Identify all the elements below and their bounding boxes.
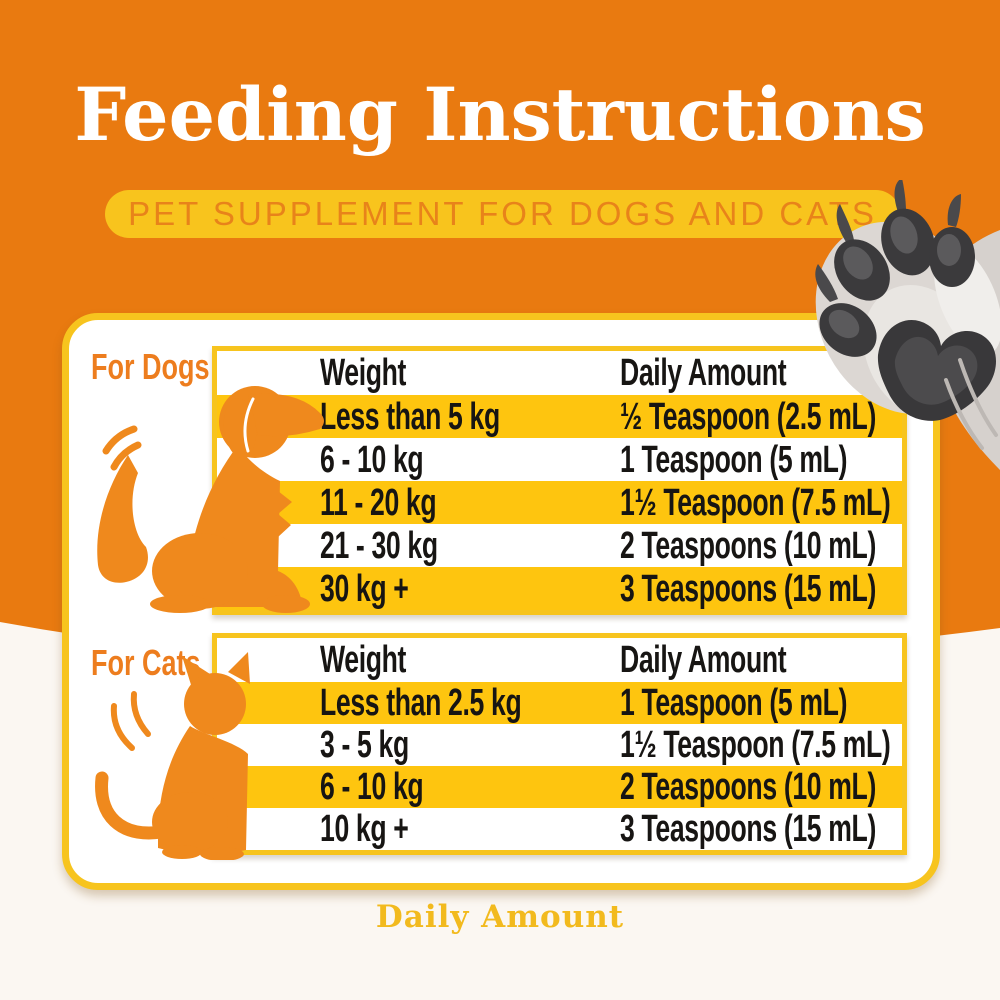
dogs-header-row: Weight Daily Amount xyxy=(217,351,902,395)
weight-cell: 6 - 10 kg xyxy=(320,766,424,808)
weight-cell: 10 kg + xyxy=(320,808,409,850)
table-row: 6 - 10 kg 2 Teaspoons (10 mL) xyxy=(217,766,902,808)
amount-cell: 1½ Teaspoon (7.5 mL) xyxy=(620,481,891,524)
for-cats-label: For Cats xyxy=(91,642,201,683)
weight-cell: Less than 5 kg xyxy=(320,395,500,438)
weight-cell: Less than 2.5 kg xyxy=(320,682,522,724)
table-row: Less than 5 kg ½ Teaspoon (2.5 mL) xyxy=(217,395,902,438)
cats-col-weight: Weight xyxy=(320,639,407,681)
dog-silhouette-icon xyxy=(97,386,324,613)
for-dogs-label: For Dogs xyxy=(91,346,210,387)
table-row: 3 - 5 kg 1½ Teaspoon (7.5 mL) xyxy=(217,724,902,766)
amount-cell: 1½ Teaspoon (7.5 mL) xyxy=(620,724,891,766)
subtitle-text: PET SUPPLEMENT FOR DOGS AND CATS xyxy=(128,195,877,232)
amount-cell: 1 Teaspoon (5 mL) xyxy=(620,682,848,724)
dogs-col-weight: Weight xyxy=(320,352,407,394)
page-title: Feeding Instructions xyxy=(74,72,926,158)
weight-cell: 30 kg + xyxy=(320,567,409,610)
table-row: 6 - 10 kg 1 Teaspoon (5 mL) xyxy=(217,438,902,481)
table-row: 21 - 30 kg 2 Teaspoons (10 mL) xyxy=(217,524,902,567)
amount-cell: 2 Teaspoons (10 mL) xyxy=(620,524,876,567)
amount-cell: 3 Teaspoons (15 mL) xyxy=(620,567,876,610)
cats-table: Weight Daily Amount Less than 2.5 kg 1 T… xyxy=(212,633,907,855)
table-row: Less than 2.5 kg 1 Teaspoon (5 mL) xyxy=(217,682,902,724)
dogs-table: Weight Daily Amount Less than 5 kg ½ Tea… xyxy=(212,346,907,615)
weight-cell: 21 - 30 kg xyxy=(320,524,438,567)
footer-daily-amount: Daily Amount xyxy=(375,899,625,935)
wag-motion-marks xyxy=(110,691,151,751)
amount-cell: 1 Teaspoon (5 mL) xyxy=(620,438,848,481)
cat-silhouette-icon xyxy=(95,652,250,860)
weight-cell: 11 - 20 kg xyxy=(320,481,437,524)
cats-header-row: Weight Daily Amount xyxy=(217,638,902,682)
table-row: 10 kg + 3 Teaspoons (15 mL) xyxy=(217,808,902,850)
subtitle-banner: PET SUPPLEMENT FOR DOGS AND CATS xyxy=(105,190,900,238)
weight-cell: 3 - 5 kg xyxy=(320,724,409,766)
amount-cell: 2 Teaspoons (10 mL) xyxy=(620,766,876,808)
dog-paw-photo xyxy=(815,180,1000,470)
table-row: 30 kg + 3 Teaspoons (15 mL) xyxy=(217,567,902,610)
wag-motion-marks xyxy=(102,425,142,471)
dogs-col-amount: Daily Amount xyxy=(620,352,787,394)
amount-cell: 3 Teaspoons (15 mL) xyxy=(620,808,876,850)
feeding-card: For Dogs Weight Daily Amount Less than 5… xyxy=(62,313,940,890)
amount-cell: ½ Teaspoon (2.5 mL) xyxy=(620,395,876,438)
table-row: 11 - 20 kg 1½ Teaspoon (7.5 mL) xyxy=(217,481,902,524)
weight-cell: 6 - 10 kg xyxy=(320,438,424,481)
cats-col-amount: Daily Amount xyxy=(620,639,787,681)
